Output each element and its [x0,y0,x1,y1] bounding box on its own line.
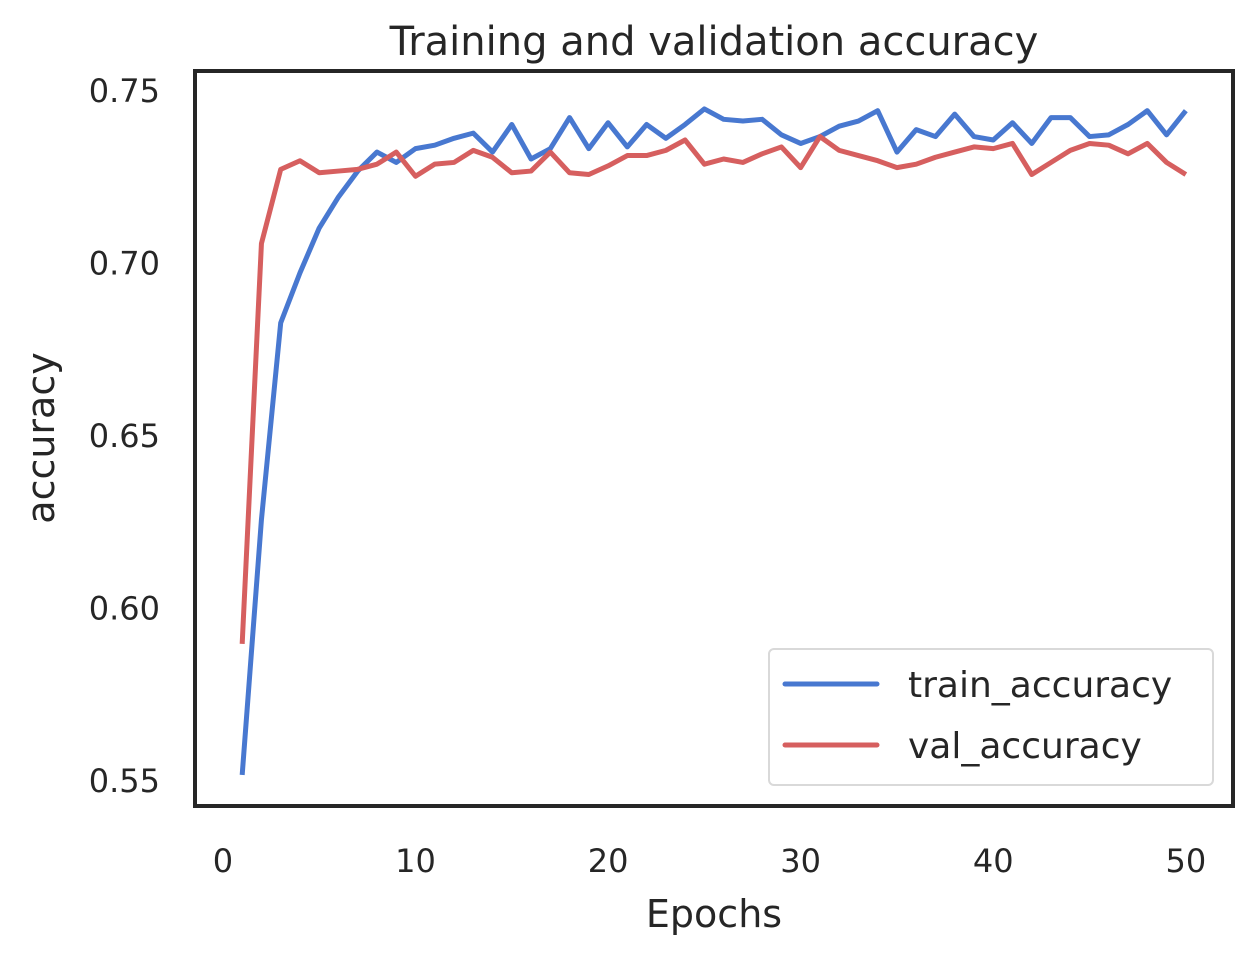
y-tick-label: 0.65 [89,417,160,455]
legend-label-val-accuracy: val_accuracy [908,726,1142,767]
y-tick-label: 0.55 [89,762,160,800]
y-tick-label: 0.75 [89,72,160,110]
series-group [239,106,1188,776]
plot-area [193,69,1235,808]
x-axis-label: Epochs [646,892,782,936]
x-tick-label: 50 [1165,842,1206,880]
x-tick-label: 40 [973,842,1014,880]
legend-frame [768,648,1214,786]
x-axis-ticks: 0 10 20 30 40 50 [213,842,1206,880]
y-axis-label: accuracy [19,352,63,523]
x-tick-label: 20 [588,842,629,880]
chart-title: Training and validation accuracy [389,19,1039,65]
x-tick-label: 10 [395,842,436,880]
x-tick-label: 30 [780,842,821,880]
legend-label-train-accuracy: train_accuracy [908,665,1172,706]
legend: train_accuracy val_accuracy [768,648,1214,786]
y-axis-ticks: 0.55 0.60 0.65 0.70 0.75 [89,72,160,800]
series-line-val-accuracy [239,134,1188,644]
y-tick-label: 0.70 [89,245,160,283]
y-tick-label: 0.60 [89,590,160,628]
series-line-train-accuracy [239,106,1188,776]
x-tick-label: 0 [213,842,233,880]
plot-frame [193,69,1235,808]
